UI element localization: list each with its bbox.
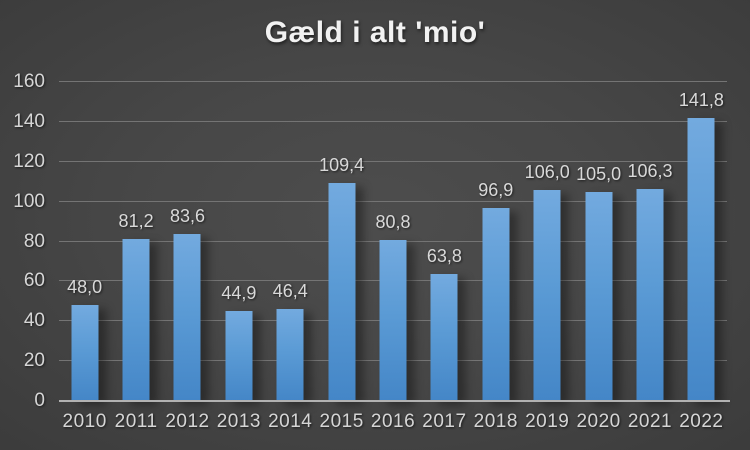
bar-cell: 81,2 <box>110 82 161 401</box>
x-axis-line <box>59 400 730 402</box>
y-axis-label: 40 <box>23 310 45 332</box>
bar <box>122 239 150 401</box>
bar <box>379 239 407 401</box>
y-axis-label: 0 <box>34 390 45 411</box>
bar-value-label: 48,0 <box>67 277 103 298</box>
x-axis-label: 2016 <box>370 411 416 432</box>
y-axis-label: 100 <box>13 190 45 212</box>
bar-value-label: 106,3 <box>627 161 673 182</box>
bar-value-label: 46,4 <box>272 280 308 301</box>
bar-value-label: 109,4 <box>319 154 365 175</box>
bar-cell: 48,0 <box>59 82 110 401</box>
bar-value-label: 83,6 <box>169 206 205 227</box>
bar-cell: 46,4 <box>265 82 316 401</box>
bar <box>482 207 510 401</box>
x-axis-label: 2019 <box>525 411 570 432</box>
bar-value-label: 105,0 <box>576 163 622 184</box>
x-axis-label: 2021 <box>627 411 673 432</box>
bars-container: 48,0 81,2 83,6 44,9 46,4 109,4 80,8 63,8 96,9 106… <box>59 82 727 401</box>
bar-value-label: 80,8 <box>375 211 411 232</box>
y-axis-label: 160 <box>13 71 45 92</box>
bar-cell: 106,3 <box>624 82 675 401</box>
x-axis-label: 2014 <box>268 411 313 432</box>
bar-value-label: 44,9 <box>221 283 257 304</box>
bar-value-label: 96,9 <box>478 179 514 200</box>
bar-cell: 83,6 <box>162 82 213 401</box>
y-axis-label: 120 <box>13 150 45 172</box>
bar-cell: 44,9 <box>213 82 264 401</box>
bar-value-label: 141,8 <box>678 90 724 111</box>
bar <box>585 191 613 401</box>
x-axis-label: 2013 <box>216 411 261 432</box>
bar <box>225 311 253 401</box>
gridline <box>59 120 727 122</box>
x-axis-label: 2012 <box>165 411 210 432</box>
bar <box>533 189 561 401</box>
gridline <box>59 200 727 202</box>
y-axis-label: 60 <box>23 270 45 292</box>
gridline <box>59 81 727 82</box>
x-axis-label: 2015 <box>319 411 364 432</box>
bar <box>430 273 458 401</box>
x-axis-label: 2010 <box>62 411 107 432</box>
bar-cell: 96,9 <box>470 82 521 401</box>
y-axis-label: 20 <box>23 350 45 372</box>
bar <box>687 118 715 401</box>
y-axis-label: 80 <box>23 230 45 252</box>
y-axis: 0 20 40 60 80 100 120 140 160 <box>0 71 52 411</box>
chart-title: Gæld i alt 'mio' <box>264 16 486 49</box>
x-axis-labels: 2010 2011 2012 2013 2014 2015 2016 2017 2018 2019… <box>59 411 727 433</box>
bar-value-label: 106,0 <box>524 161 570 182</box>
x-axis-label: 2020 <box>576 411 621 432</box>
bar <box>71 305 99 401</box>
x-axis-label: 2018 <box>473 411 518 432</box>
bar-cell: 63,8 <box>419 82 470 401</box>
bar-value-label: 63,8 <box>426 245 462 266</box>
y-axis-label: 140 <box>13 110 45 132</box>
bar <box>276 308 304 401</box>
bar-cell: 105,0 <box>573 82 624 401</box>
bar <box>173 234 201 401</box>
bar-cell: 106,0 <box>522 82 573 401</box>
bar-cell: 80,8 <box>367 82 418 401</box>
plot-area: 48,0 81,2 83,6 44,9 46,4 109,4 80,8 63,8 96,9 106… <box>59 81 730 402</box>
x-axis-label: 2017 <box>422 411 467 432</box>
bar-cell: 141,8 <box>676 82 727 401</box>
gridline <box>59 160 727 162</box>
x-axis-label: 2022 <box>679 411 724 432</box>
x-axis-label: 2011 <box>114 411 158 432</box>
bar <box>636 189 664 401</box>
bar <box>328 182 356 401</box>
bar-cell: 109,4 <box>316 82 367 401</box>
bar-value-label: 81,2 <box>118 211 154 232</box>
